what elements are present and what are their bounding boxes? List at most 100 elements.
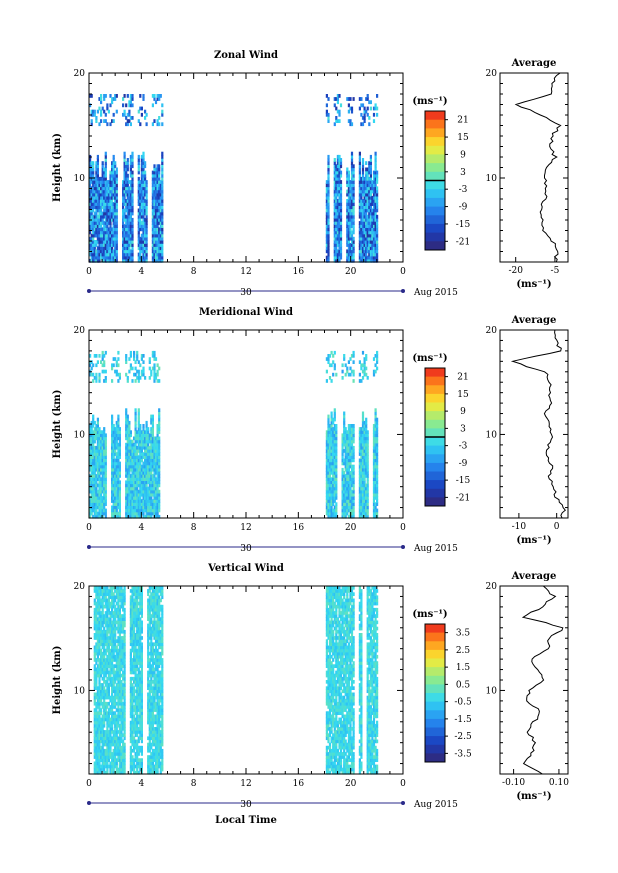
heatmap-cell xyxy=(330,480,333,485)
heatmap-cell xyxy=(158,420,161,425)
heatmap-cell xyxy=(112,205,115,210)
heatmap-cell xyxy=(112,430,115,434)
heatmap-cell xyxy=(93,255,96,260)
heatmap-cell xyxy=(96,109,99,114)
heatmap-cell xyxy=(126,417,129,422)
heatmap-cell xyxy=(128,240,131,244)
heatmap-cell xyxy=(325,109,328,114)
heatmap-cell xyxy=(158,452,161,456)
heatmap-cell xyxy=(109,217,112,222)
heatmap-cell xyxy=(101,717,104,722)
heatmap-cell xyxy=(96,467,99,472)
heatmap-cell xyxy=(147,474,150,478)
heatmap-cell xyxy=(335,511,338,516)
heatmap-cell xyxy=(129,224,132,228)
heatmap-cell xyxy=(161,221,164,225)
heatmap-cell xyxy=(368,246,371,251)
heatmap-cell xyxy=(350,427,354,431)
heatmap-cell xyxy=(100,717,103,722)
heatmap-cell xyxy=(114,492,117,497)
heatmap-cell xyxy=(115,94,118,98)
heatmap-cell xyxy=(111,119,114,123)
heatmap-cell xyxy=(126,379,129,383)
heatmap-cell xyxy=(104,717,107,722)
heatmap-cell xyxy=(114,94,117,98)
heatmap-cell xyxy=(330,417,333,422)
heatmap-cell xyxy=(374,492,377,497)
heatmap-cell xyxy=(133,467,136,472)
heatmap-cell xyxy=(365,202,368,206)
heatmap-cell xyxy=(347,205,350,210)
heatmap-cell xyxy=(153,449,156,453)
heatmap-cell xyxy=(139,486,142,491)
heatmap-cell xyxy=(369,255,372,260)
heatmap-cell xyxy=(347,452,350,456)
heatmap-cell xyxy=(154,167,158,172)
heatmap-cell xyxy=(126,467,129,472)
heatmap-cell xyxy=(134,439,137,444)
heatmap-cell xyxy=(368,217,371,222)
heatmap-cell xyxy=(139,505,142,510)
heatmap-cell xyxy=(347,486,350,491)
x-tick-label: 0 xyxy=(86,267,92,277)
profile-y-tick-label: 20 xyxy=(486,326,498,336)
heatmap-cell xyxy=(104,186,107,191)
heatmap-cell xyxy=(365,240,368,244)
heatmap-cell xyxy=(101,236,104,241)
heatmap-cell xyxy=(333,255,336,260)
heatmap-cell xyxy=(89,161,92,165)
heatmap-cell xyxy=(95,430,98,434)
heatmap-cell xyxy=(93,230,96,235)
heatmap-cell xyxy=(350,249,354,254)
heatmap-cell xyxy=(100,502,103,506)
heatmap-cell xyxy=(366,480,369,485)
heatmap-cell xyxy=(154,240,158,244)
heatmap-cell xyxy=(347,445,350,450)
heatmap-cell xyxy=(144,461,147,466)
heatmap-cell xyxy=(95,186,98,191)
heatmap-cell xyxy=(158,214,161,219)
heatmap-cell xyxy=(144,208,147,213)
heatmap-cell xyxy=(112,511,115,516)
heatmap-cell xyxy=(363,452,366,456)
heatmap-cell xyxy=(352,360,355,364)
heatmap-cell xyxy=(330,505,333,510)
heatmap-cell xyxy=(349,189,352,194)
heatmap-cell xyxy=(115,436,118,441)
heatmap-cell xyxy=(332,442,335,447)
heatmap-cell xyxy=(347,176,350,181)
heatmap-cell xyxy=(156,449,159,453)
heatmap-cell xyxy=(142,486,145,491)
heatmap-cell xyxy=(115,173,118,178)
heatmap-cell xyxy=(101,736,104,741)
heatmap-cell xyxy=(153,458,156,463)
heatmap-cell xyxy=(332,514,335,519)
heatmap-cell xyxy=(372,112,376,117)
heatmap-cell xyxy=(123,161,126,165)
heatmap-cell xyxy=(352,379,355,383)
heatmap-cell xyxy=(114,217,117,222)
heatmap-cell xyxy=(111,480,114,485)
heatmap-cell xyxy=(347,477,350,481)
heatmap-cell xyxy=(363,214,366,219)
heatmap-cell xyxy=(100,94,103,98)
heatmap-cell xyxy=(369,186,372,191)
heatmap-cell xyxy=(95,617,98,621)
heatmap-cell xyxy=(90,227,93,232)
heatmap-cell xyxy=(140,486,143,491)
heatmap-cell xyxy=(103,708,106,712)
heatmap-cell xyxy=(103,461,106,466)
heatmap-cell xyxy=(154,467,158,472)
heatmap-cell xyxy=(366,217,369,222)
heatmap-cell xyxy=(96,255,99,260)
heatmap-cell xyxy=(126,214,129,219)
heatmap-cell xyxy=(106,676,109,681)
heatmap-cell xyxy=(98,692,101,697)
heatmap-cell xyxy=(374,217,377,222)
heatmap-cell xyxy=(361,452,365,456)
heatmap-cell xyxy=(133,492,136,497)
heatmap-cell xyxy=(103,189,106,194)
heatmap-cell xyxy=(371,255,374,260)
heatmap-cell xyxy=(349,214,352,219)
heatmap-cell xyxy=(95,477,98,481)
